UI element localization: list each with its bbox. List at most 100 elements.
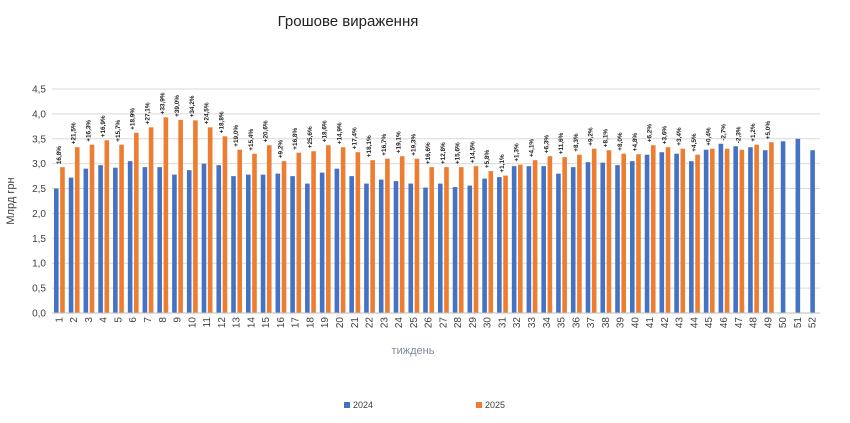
data-label: +24,5% — [204, 102, 211, 124]
x-tick-label: 4 — [99, 317, 110, 323]
bar-2025 — [311, 151, 316, 313]
bar-2025 — [326, 145, 331, 313]
bar-2024 — [83, 168, 89, 313]
legend: 2024 2025 — [344, 400, 505, 410]
data-label: +8,1% — [602, 129, 609, 148]
x-axis-ticks: 1 2 3 4 5 6 7 8 9 10 11 12 13 14 15 16 17 18 19 20 21 22 23 24 2… — [54, 317, 818, 329]
data-label: +8,0% — [617, 132, 624, 151]
data-label: 16,8% — [56, 146, 63, 164]
bar-2025 — [385, 158, 390, 313]
legend-swatch-2024 — [344, 402, 350, 408]
bar-2024 — [319, 172, 325, 313]
data-label: +19,0% — [233, 125, 240, 147]
bar-2024 — [334, 168, 340, 313]
x-tick-label: 22 — [365, 317, 376, 329]
x-tick-label: 8 — [158, 317, 169, 323]
bar-2024 — [290, 176, 295, 313]
bar-2025 — [754, 144, 759, 313]
bar-2025 — [193, 120, 198, 313]
bar-2024 — [629, 161, 635, 313]
bar-2024 — [689, 161, 694, 313]
x-tick-label: 1 — [54, 317, 65, 323]
chart-title: Грошове вираження — [278, 13, 419, 30]
x-tick-label: 52 — [808, 317, 819, 329]
bar-2024 — [659, 152, 665, 313]
x-tick-label: 5 — [113, 317, 124, 323]
bar-2024 — [305, 183, 310, 313]
data-label: +0,4% — [706, 127, 713, 146]
x-tick-label: 37 — [586, 317, 597, 329]
data-label: +15,7% — [115, 120, 122, 142]
bar-2024 — [393, 181, 399, 313]
bar-2025 — [178, 119, 183, 314]
bar-2024 — [541, 166, 546, 313]
bar-2025 — [207, 127, 213, 313]
data-label: +4,5% — [691, 133, 698, 152]
data-label: +1,2% — [750, 123, 757, 142]
x-tick-label: 20 — [335, 317, 346, 329]
bar-2025 — [163, 117, 169, 313]
data-label: +14,9% — [337, 122, 344, 144]
bar-2025 — [710, 148, 715, 313]
y-tick-label: 1,5 — [32, 234, 46, 245]
bar-2025 — [724, 148, 730, 313]
data-label: +17,4% — [351, 127, 358, 149]
bar-2024 — [408, 183, 414, 313]
data-label: +6,2% — [647, 124, 654, 143]
data-label: +16,8% — [292, 128, 299, 150]
bar-2025 — [237, 149, 243, 313]
x-tick-label: 13 — [232, 317, 243, 329]
bar-2024 — [556, 173, 561, 313]
x-tick-label: 24 — [394, 317, 405, 329]
data-label: +5,8% — [484, 150, 491, 169]
data-label: +19,3% — [410, 134, 417, 156]
x-tick-label: 49 — [763, 317, 774, 329]
x-tick-label: 27 — [438, 317, 449, 329]
legend-swatch-2025 — [476, 402, 482, 408]
x-tick-label: 28 — [453, 317, 464, 329]
x-tick-label: 30 — [483, 317, 494, 329]
bar-2025 — [695, 154, 700, 313]
data-label: +18,9% — [130, 108, 137, 130]
data-label: +18,6% — [322, 120, 329, 142]
bar-2025 — [222, 136, 228, 313]
bar-2025 — [355, 152, 361, 313]
x-axis-label: тиждень — [392, 345, 435, 357]
x-tick-label: 26 — [424, 317, 435, 329]
bar-2025 — [148, 127, 154, 313]
bar-2024 — [795, 138, 801, 313]
bar-2024 — [364, 183, 369, 313]
y-axis-ticks: 0,0 0,5 1,0 1,5 2,0 2,5 3,0 3,5 4,0 4,5 — [32, 85, 46, 320]
x-tick-label: 12 — [217, 317, 228, 329]
bar-2025 — [399, 156, 405, 313]
bar-2024 — [526, 166, 532, 313]
bar-2025 — [547, 156, 553, 313]
bar-2025 — [680, 148, 686, 313]
bar-2024 — [452, 187, 458, 313]
x-tick-label: 2 — [69, 317, 80, 323]
data-label: +4,1% — [529, 139, 536, 158]
bar-2024 — [703, 149, 709, 313]
bar-2024 — [570, 167, 576, 313]
data-label: +16,6% — [425, 142, 432, 164]
data-label: +6,3% — [543, 135, 550, 154]
data-label: +16,9% — [100, 115, 107, 137]
x-tick-label: 41 — [645, 317, 656, 329]
bar-2024 — [497, 177, 502, 313]
x-tick-label: 45 — [704, 317, 715, 329]
x-tick-label: 10 — [187, 317, 198, 329]
bar-2025 — [636, 154, 641, 313]
y-tick-label: 0,5 — [32, 284, 46, 295]
data-label: +18,8% — [218, 111, 225, 133]
bar-2025 — [473, 166, 479, 313]
y-tick-label: 0,0 — [32, 309, 46, 320]
bar-2024 — [378, 179, 384, 313]
bar-2025 — [665, 147, 671, 313]
data-label: +8,3% — [573, 133, 580, 152]
bar-2025 — [503, 175, 508, 313]
bar-2025 — [134, 132, 139, 313]
bar-2024 — [762, 150, 768, 313]
data-label: +5,0% — [765, 121, 772, 140]
bar-2024 — [467, 185, 473, 313]
data-label: +11,6% — [558, 132, 565, 154]
